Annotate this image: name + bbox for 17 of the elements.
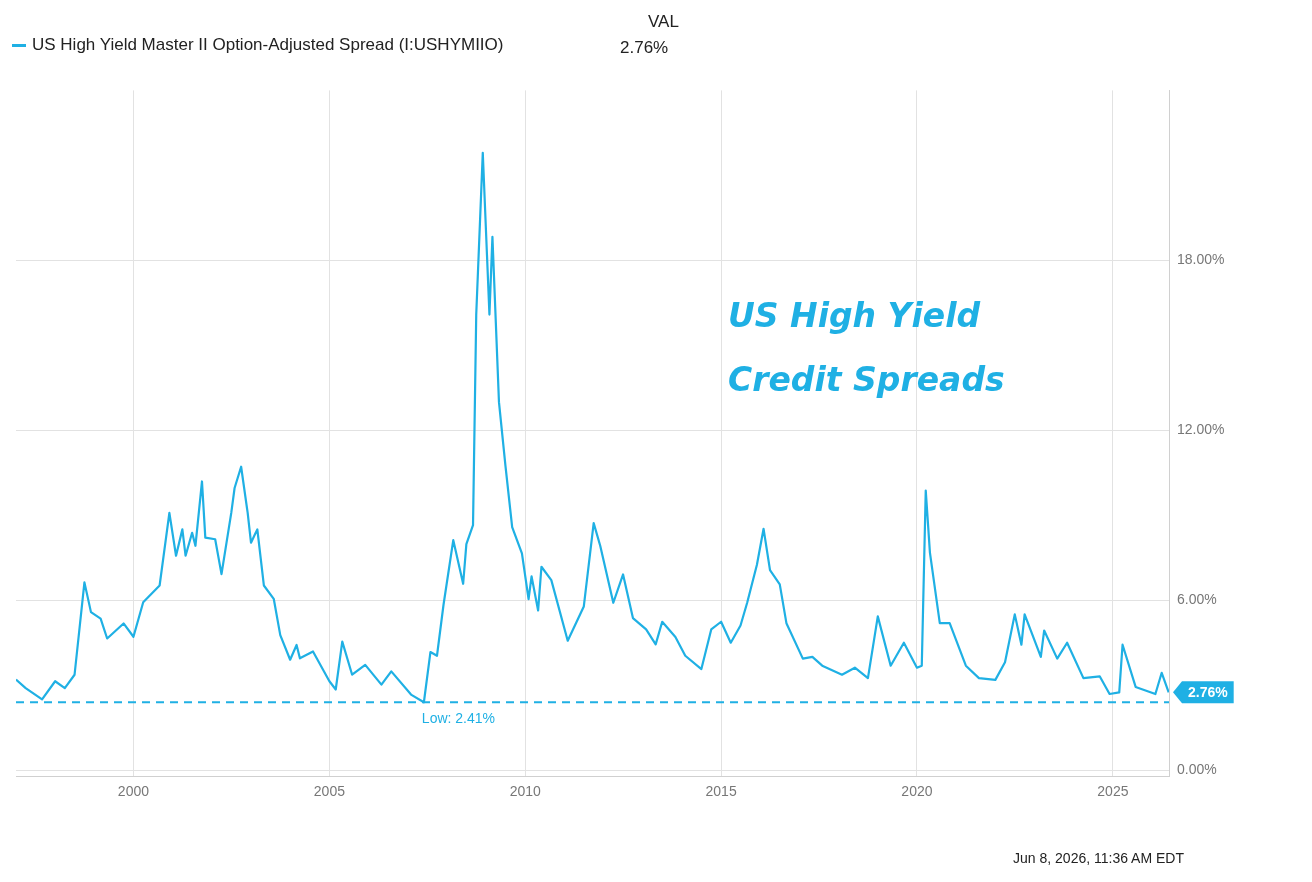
text: 2.76%: [620, 38, 669, 58]
y-tick-label: 18.00%: [1177, 251, 1225, 268]
y-tick-label: 0.00%: [1177, 761, 1217, 778]
y-tick-label: 6.00%: [1177, 591, 1217, 608]
legend-label: US High Yield Master II Option-Adjusted Spread (I:USHYMIIO): [32, 34, 504, 56]
text: US High Yield Credit Spreads: [728, 295, 1006, 401]
x-tick-label: 2005: [313, 783, 346, 800]
x-tick-label: 2020: [901, 783, 933, 800]
x-tick-label: 2000: [117, 783, 150, 800]
x-tick-label: 2010: [509, 783, 542, 800]
x-tick-label: 2025: [1097, 783, 1129, 800]
y-tick-label: 12.00%: [1177, 421, 1225, 438]
ref-line-label: Low: 2.41%: [421, 710, 496, 727]
annotation: 2.76%: [1188, 684, 1229, 701]
text: VAL: [648, 12, 679, 32]
x-tick-label: 2015: [705, 783, 737, 800]
text: Jun 8, 2026, 11:36 AM EDT: [1013, 850, 1184, 866]
